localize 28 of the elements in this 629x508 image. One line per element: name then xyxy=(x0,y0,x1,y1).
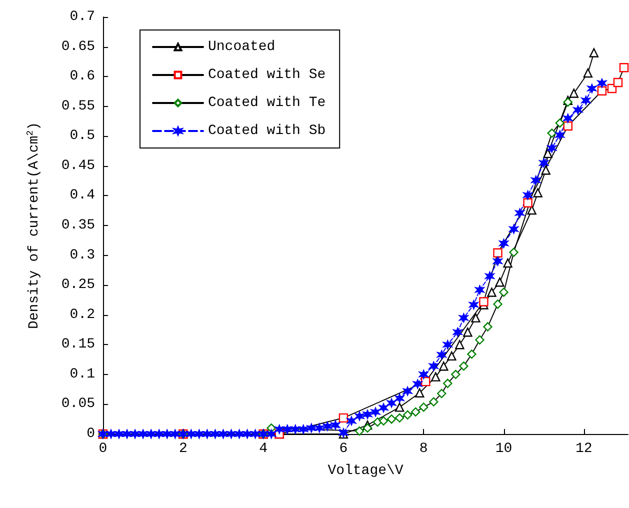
y-tick-label: 0.65 xyxy=(61,38,95,55)
x-tick-label: 2 xyxy=(178,441,188,457)
y-tick-label: 0.55 xyxy=(61,98,95,114)
y-tick-label: 0.15 xyxy=(61,336,95,353)
x-tick-label: 0 xyxy=(98,441,108,457)
y-axis-title: Density of current(A\cm2) xyxy=(26,122,42,330)
x-tick-label: 12 xyxy=(576,441,592,457)
y-tick-label: 0.05 xyxy=(61,396,95,412)
legend-label: Coated with Se xyxy=(208,67,326,83)
legend-label: Coated with Te xyxy=(208,95,326,111)
y-tick-label: 0.1 xyxy=(70,366,95,382)
y-tick-label: 0.7 xyxy=(70,9,95,25)
y-tick-label: 0.35 xyxy=(61,218,95,234)
x-axis-title: Voltage\V xyxy=(328,463,404,479)
x-tick-label: 6 xyxy=(339,441,348,457)
y-tick-label: 0.25 xyxy=(61,277,95,294)
x-tick-label: 10 xyxy=(495,441,512,457)
y-tick-label: 0 xyxy=(86,426,95,442)
x-tick-label: 4 xyxy=(259,441,268,457)
y-tick-label: 0.4 xyxy=(70,188,95,204)
y-tick-label: 0.5 xyxy=(70,128,95,144)
x-tick-label: 8 xyxy=(419,441,428,457)
legend-label: Coated with Sb xyxy=(208,123,326,139)
legend-label: Uncoated xyxy=(208,39,276,55)
y-tick-label: 0.2 xyxy=(70,306,95,323)
y-tick-label: 0.45 xyxy=(61,158,95,174)
y-tick-label: 0.3 xyxy=(70,247,95,264)
y-tick-label: 0.6 xyxy=(70,68,95,85)
